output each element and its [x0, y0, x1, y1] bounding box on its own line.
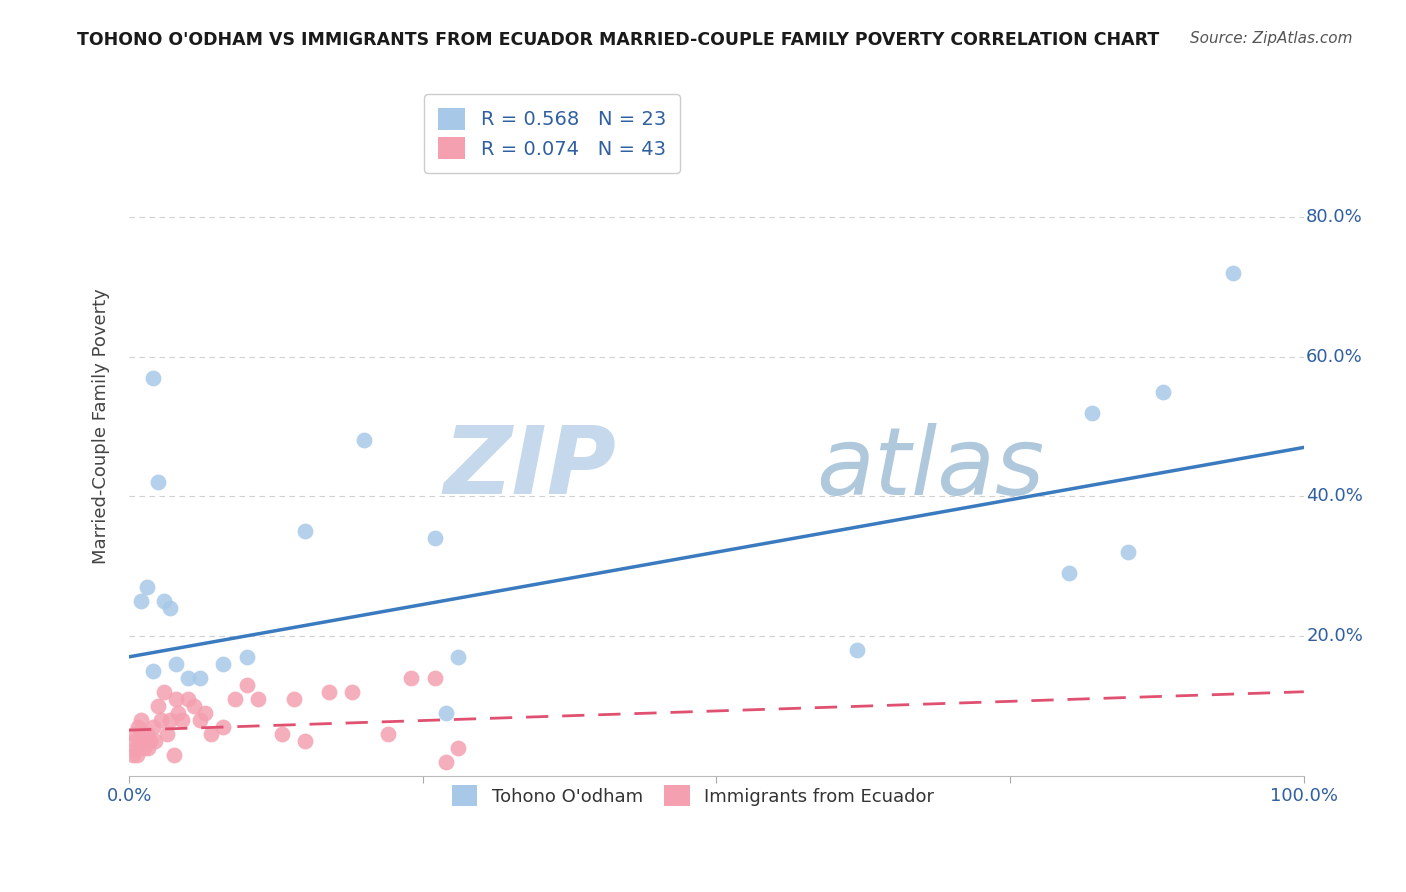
Point [128, 733, 150, 747]
Point [153, 594, 176, 608]
Point [135, 726, 157, 740]
Point [447, 740, 470, 755]
Point [1057, 566, 1080, 580]
Point [142, 664, 165, 678]
Point [156, 726, 179, 740]
Point [270, 726, 292, 740]
Point [129, 594, 152, 608]
Text: 20.0%: 20.0% [1306, 627, 1362, 645]
Point [183, 698, 205, 713]
Point [167, 706, 190, 720]
Text: 80.0%: 80.0% [1306, 208, 1362, 226]
Point [136, 740, 159, 755]
Point [188, 713, 211, 727]
Point [188, 671, 211, 685]
Point [224, 691, 246, 706]
Point [1222, 266, 1244, 280]
Point [163, 747, 186, 762]
Legend: Tohono O'odham, Immigrants from Ecuador: Tohono O'odham, Immigrants from Ecuador [443, 776, 943, 815]
Point [159, 601, 181, 615]
Point [159, 713, 181, 727]
Point [399, 671, 422, 685]
Text: TOHONO O'ODHAM VS IMMIGRANTS FROM ECUADOR MARRIED-COUPLE FAMILY POVERTY CORRELAT: TOHONO O'ODHAM VS IMMIGRANTS FROM ECUADO… [77, 31, 1160, 49]
Text: Source: ZipAtlas.com: Source: ZipAtlas.com [1189, 31, 1353, 46]
Point [235, 678, 257, 692]
Point [122, 726, 145, 740]
Point [142, 720, 165, 734]
Point [139, 733, 162, 747]
Point [1152, 384, 1174, 399]
Point [247, 691, 270, 706]
Text: atlas: atlas [817, 423, 1045, 514]
Point [434, 706, 457, 720]
Point [124, 733, 146, 747]
Point [423, 531, 446, 545]
Point [165, 691, 187, 706]
Point [283, 691, 305, 706]
Point [132, 726, 155, 740]
Point [127, 720, 149, 734]
Text: ZIP: ZIP [444, 422, 617, 515]
Point [135, 580, 157, 594]
Point [149, 713, 172, 727]
Point [1116, 545, 1139, 559]
Point [1081, 405, 1104, 419]
Point [235, 649, 257, 664]
Point [127, 747, 149, 762]
Point [142, 370, 165, 384]
Point [212, 720, 235, 734]
Point [434, 755, 457, 769]
Point [153, 684, 176, 698]
Point [125, 740, 148, 755]
Point [846, 643, 869, 657]
Point [447, 649, 470, 664]
Point [170, 713, 193, 727]
Y-axis label: Married-Couple Family Poverty: Married-Couple Family Poverty [93, 289, 110, 565]
Text: 60.0%: 60.0% [1306, 348, 1362, 366]
Point [148, 698, 170, 713]
Point [143, 733, 166, 747]
Point [377, 726, 399, 740]
Point [294, 524, 316, 538]
Point [353, 434, 375, 448]
Point [423, 671, 446, 685]
Point [177, 671, 200, 685]
Point [134, 740, 156, 755]
Point [294, 733, 316, 747]
Point [200, 726, 222, 740]
Point [342, 684, 364, 698]
Point [148, 475, 170, 490]
Point [194, 706, 217, 720]
Point [318, 684, 340, 698]
Point [165, 657, 187, 671]
Point [177, 691, 200, 706]
Point [212, 657, 235, 671]
Point [121, 747, 143, 762]
Point [129, 713, 152, 727]
Text: 40.0%: 40.0% [1306, 487, 1362, 505]
